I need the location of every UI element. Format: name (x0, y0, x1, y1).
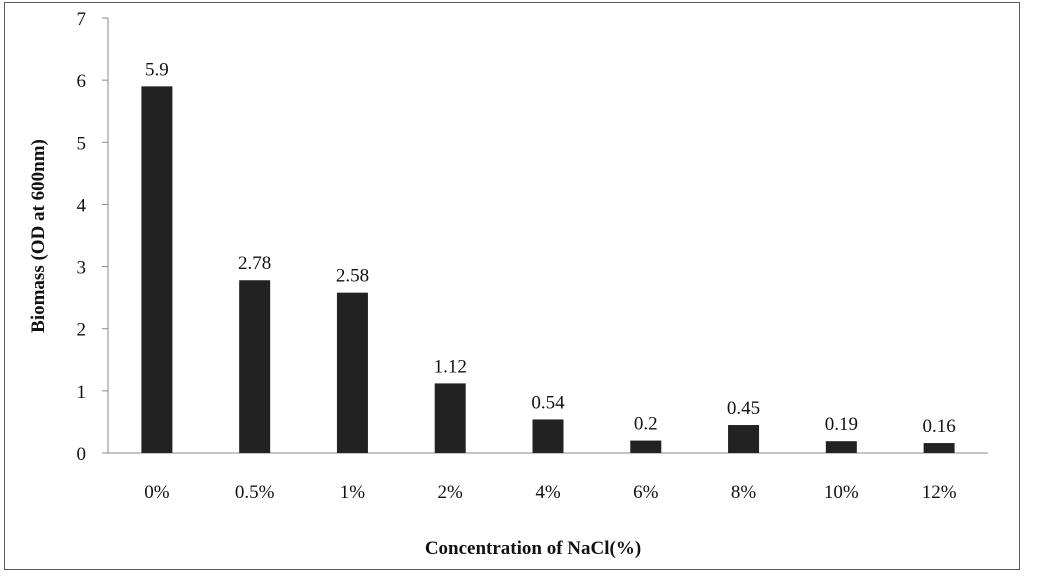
y-tick-label: 4 (77, 195, 87, 216)
x-axis: 0% 0.5% 1% 2% 4% 6% 8% 10% 12% (108, 452, 988, 503)
y-tick-label: 2 (77, 320, 87, 341)
data-label: 0.45 (727, 398, 760, 419)
bar (239, 280, 271, 453)
y-tick-label: 0 (77, 444, 87, 465)
y-tick-label: 3 (77, 258, 87, 279)
y-tick-label: 7 (77, 9, 87, 30)
bar (336, 292, 368, 453)
bar (728, 425, 760, 453)
data-label: 5.9 (145, 59, 169, 80)
x-tick-label: 0.5% (235, 482, 275, 503)
x-tick-label: 8% (731, 482, 757, 503)
data-label: 1.12 (434, 356, 467, 377)
y-axis: 0 1 2 3 4 5 6 7 (77, 9, 109, 465)
y-tick-label: 5 (77, 133, 87, 154)
bar (630, 440, 662, 453)
bar (825, 441, 857, 453)
x-tick-label: 2% (438, 482, 464, 503)
data-label: 0.16 (922, 416, 955, 437)
x-axis-title: Concentration of NaCl(%) (425, 538, 641, 559)
bars (141, 86, 955, 453)
chart-frame (4, 2, 1020, 570)
x-tick-label: 10% (824, 482, 859, 503)
data-label: 0.19 (825, 414, 858, 435)
x-tick-label: 4% (535, 482, 561, 503)
bar (532, 419, 564, 453)
bar (141, 86, 173, 453)
y-tick-label: 6 (77, 71, 87, 92)
x-tick-label: 12% (922, 482, 957, 503)
data-labels: 5.9 2.78 2.58 1.12 0.54 0.2 0.45 0.19 0.16 (145, 59, 956, 437)
bar (434, 383, 466, 453)
data-label: 2.78 (238, 253, 271, 274)
x-tick-label: 1% (340, 482, 366, 503)
data-label: 0.54 (531, 392, 565, 413)
bar (923, 443, 955, 453)
x-tick-label: 0% (144, 482, 170, 503)
data-label: 0.2 (634, 414, 658, 435)
data-label: 2.58 (336, 266, 369, 287)
y-axis-title: Biomass (OD at 600nm) (28, 139, 49, 333)
x-tick-label: 6% (633, 482, 659, 503)
y-tick-label: 1 (77, 382, 87, 403)
